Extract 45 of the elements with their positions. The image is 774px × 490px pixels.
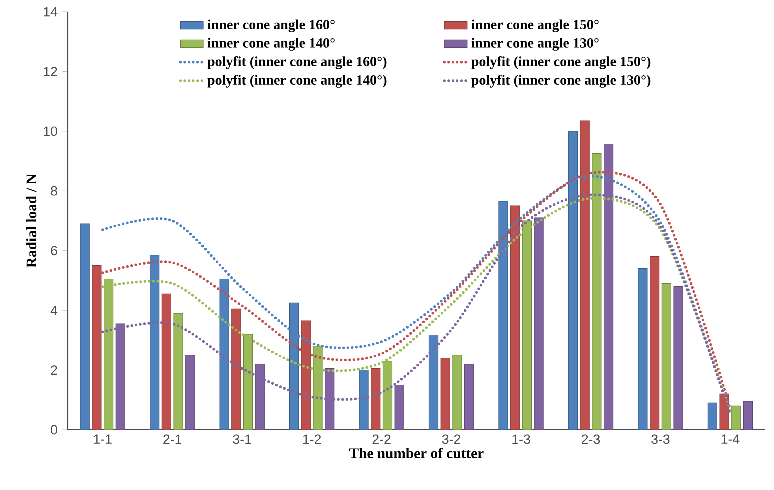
y-tick-label: 4 bbox=[50, 306, 58, 316]
legend-label: polyfit (inner cone angle 160°) bbox=[208, 56, 387, 70]
x-tick-label: 2-3 bbox=[582, 434, 600, 444]
x-axis-title: The number of cutter bbox=[349, 448, 484, 458]
y-tick-label: 12 bbox=[44, 67, 58, 76]
bar bbox=[220, 278, 230, 430]
legend-label: polyfit (inner cone angle 150°) bbox=[472, 56, 651, 70]
bar bbox=[638, 268, 648, 430]
x-tick-label: 2-2 bbox=[372, 434, 391, 444]
y-tick-label: 6 bbox=[51, 246, 58, 256]
bar bbox=[650, 256, 660, 430]
y-tick-label: 0 bbox=[51, 425, 58, 435]
x-tick-label: 3-1 bbox=[233, 434, 252, 444]
bar bbox=[662, 283, 672, 430]
legend-label: inner cone angle 140° bbox=[208, 38, 335, 51]
x-tick-label: 2-1 bbox=[164, 434, 182, 444]
bar bbox=[162, 294, 172, 430]
bar bbox=[174, 313, 184, 430]
y-tick-label: 10 bbox=[44, 126, 58, 136]
bar bbox=[186, 355, 196, 430]
bar bbox=[428, 336, 439, 430]
x-tick-label: 1-4 bbox=[722, 434, 740, 444]
bar bbox=[440, 358, 450, 430]
x-tick-label: 1-3 bbox=[512, 434, 530, 444]
y-tick-label: 8 bbox=[51, 186, 58, 196]
bar bbox=[708, 402, 718, 430]
bar bbox=[232, 308, 242, 430]
legend-label: inner cone angle 150° bbox=[472, 20, 599, 33]
y-tick-label: 14 bbox=[44, 7, 58, 17]
x-tick-label: 3-2 bbox=[442, 434, 461, 444]
legend-label: polyfit (inner cone angle 130°) bbox=[472, 74, 651, 88]
bar bbox=[452, 355, 462, 430]
bar bbox=[80, 224, 90, 430]
y-tick-label: 2 bbox=[51, 366, 58, 375]
legend-label: inner cone angle 160° bbox=[208, 20, 335, 33]
legend-label: polyfit (inner cone angle 140°) bbox=[208, 74, 387, 88]
x-tick-label: 1-1 bbox=[94, 434, 112, 444]
bar bbox=[464, 364, 474, 430]
x-tick-label: 3-3 bbox=[652, 434, 670, 444]
x-tick-label: 1-2 bbox=[303, 434, 322, 444]
y-axis-title: Radial load / N bbox=[26, 174, 37, 268]
legend-label: inner cone angle 130° bbox=[472, 38, 599, 51]
bar bbox=[743, 401, 754, 430]
bar bbox=[150, 255, 160, 430]
bar bbox=[371, 368, 381, 430]
